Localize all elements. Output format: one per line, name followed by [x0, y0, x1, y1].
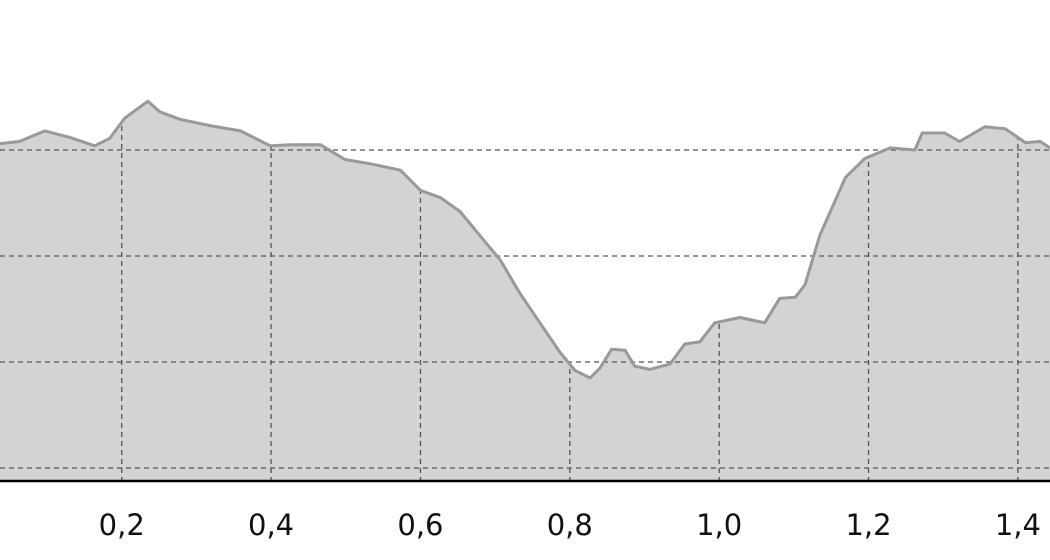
vertical-gridlines [121, 101, 1019, 481]
x-tick-label: 0,6 [397, 508, 443, 542]
horizontal-gridlines [0, 149, 1050, 469]
x-tick-label: 1,2 [845, 508, 891, 542]
x-tick-label: 0,8 [547, 508, 593, 542]
profile-line [0, 99, 1050, 380]
x-tick-labels: 0,2 0,4 0,6 0,8 1,0 1,2 1,4 [99, 508, 1041, 542]
x-tick-label: 1,0 [696, 508, 742, 542]
x-tick-label: 0,4 [248, 508, 294, 542]
area-fill [0, 101, 1050, 481]
x-tick-label: 1,4 [995, 508, 1041, 542]
x-tick-label: 0,2 [99, 508, 145, 542]
